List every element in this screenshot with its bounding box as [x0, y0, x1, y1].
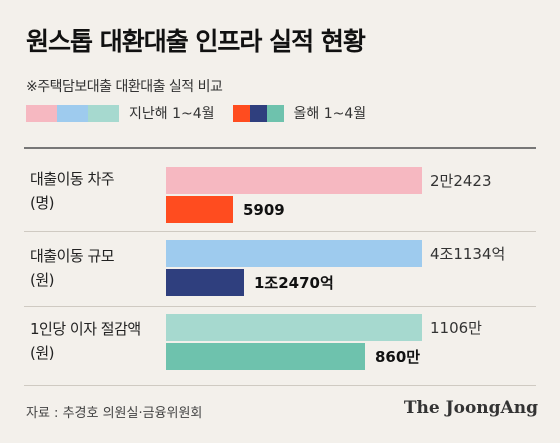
bar-cur-borrowers	[166, 196, 233, 223]
bar-prev-amount	[166, 240, 422, 267]
row-divider	[24, 306, 536, 307]
category-label-borrowers: 대출이동 차주 (명)	[30, 167, 115, 215]
value-label-cur-interest-saving: 860만	[375, 348, 421, 366]
bar-prev-borrowers	[166, 167, 422, 194]
bar-prev-interest-saving	[166, 314, 422, 341]
legend-label-cur: 올해 1~4월	[293, 106, 367, 122]
legend-swatch-prev	[26, 104, 119, 122]
bar-cur-amount	[166, 269, 244, 296]
legend-label-prev: 지난해 1~4월	[129, 106, 215, 122]
chart-subtitle: ※주택담보대출 대환대출 실적 비교	[26, 79, 223, 95]
legend-swatch-prev-pink	[26, 104, 57, 122]
legend-swatch-cur-navy	[249, 104, 267, 122]
row-divider	[24, 231, 536, 232]
category-label-amount: 대출이동 규모 (원)	[30, 244, 115, 292]
value-label-cur-borrowers: 5909	[243, 201, 285, 219]
legend-swatch-prev-blue	[57, 104, 88, 122]
value-label-prev-amount: 4조1134억	[430, 245, 506, 263]
category-name: 대출이동 차주	[30, 170, 115, 188]
value-label-prev-borrowers: 2만2423	[430, 172, 492, 190]
legend-swatch-prev-teal	[88, 104, 119, 122]
top-divider	[24, 147, 536, 149]
category-name: 대출이동 규모	[30, 247, 115, 265]
legend-swatch-cur-teal	[266, 104, 284, 122]
category-unit: (명)	[30, 194, 55, 212]
category-label-interest-saving: 1인당 이자 절감액 (원)	[30, 317, 141, 365]
brand-logo: The JoongAng	[403, 398, 538, 418]
category-unit: (원)	[30, 344, 55, 362]
value-label-cur-amount: 1조2470억	[254, 274, 334, 292]
category-unit: (원)	[30, 271, 55, 289]
category-name: 1인당 이자 절감액	[30, 320, 141, 338]
bottom-divider	[24, 385, 536, 386]
value-label-prev-interest-saving: 1106만	[430, 319, 482, 337]
legend-swatch-cur	[232, 104, 284, 122]
chart-title: 원스톱 대환대출 인프라 실적 현황	[26, 27, 366, 56]
source-note: 자료 : 추경호 의원실·금융위원회	[26, 406, 203, 421]
bar-cur-interest-saving	[166, 343, 365, 370]
legend: 지난해 1~4월 올해 1~4월	[26, 104, 384, 122]
legend-swatch-cur-red	[232, 104, 250, 122]
